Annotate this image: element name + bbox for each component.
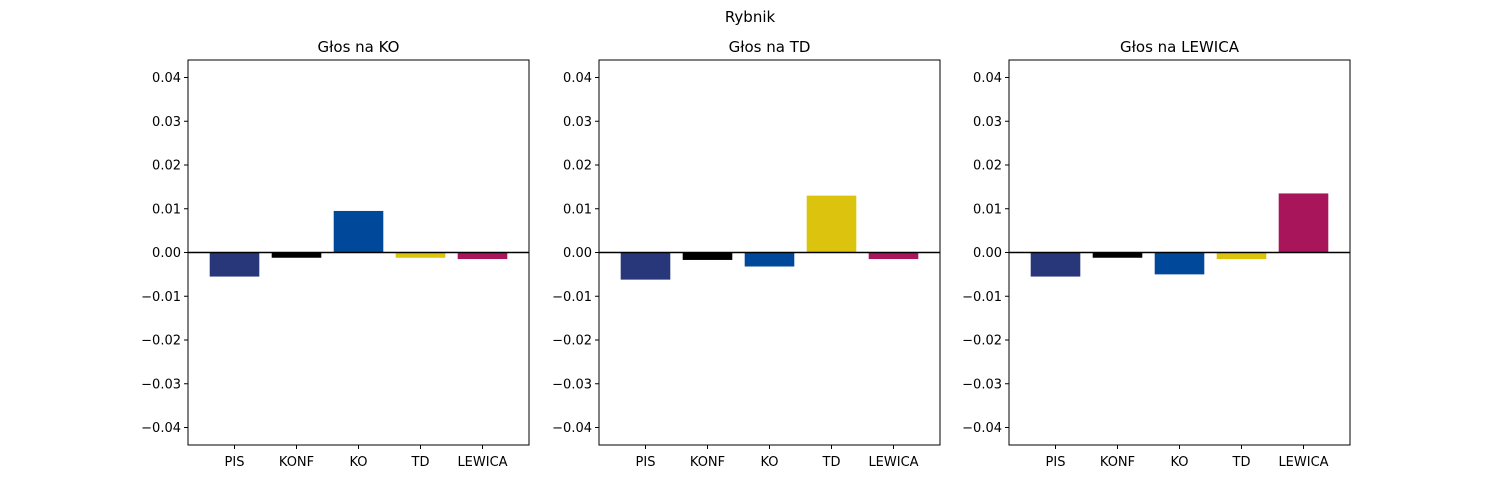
bar-konf [1092, 252, 1143, 258]
chart-title: Głos na LEWICA [1120, 38, 1240, 56]
y-tick-label: 0.01 [973, 202, 1002, 217]
chart-panel-3: Głos na LEWICA −0.04 −0.03 −0.02 −0.01 0.00 0.… [962, 38, 1351, 470]
bar-ko [333, 210, 384, 253]
y-tick-label: 0.04 [152, 71, 181, 86]
y-tick-label: −0.04 [141, 421, 181, 436]
bar-ko [1154, 252, 1205, 275]
bar-td [806, 195, 857, 253]
x-tick-label-ko: KO [760, 455, 778, 470]
y-tick-label: 0.03 [563, 115, 592, 130]
x-tick-label-ko: KO [1170, 455, 1188, 470]
y-tick-label: 0.04 [973, 71, 1002, 86]
chart-title: Głos na TD [729, 38, 811, 56]
y-tick-label: 0.00 [152, 246, 181, 261]
x-tick-label-konf: KONF [279, 455, 314, 470]
y-tick-label: 0.02 [563, 159, 592, 174]
chart-panel-2: Głos na TD −0.04 −0.03 −0.02 −0.01 0.00 0.01 0.… [552, 38, 941, 470]
y-tick-label: 0.04 [563, 71, 592, 86]
y-tick-label: −0.03 [552, 377, 592, 392]
y-tick-label: −0.04 [962, 421, 1002, 436]
bar-td [395, 252, 446, 258]
y-tick-label: 0.01 [152, 202, 181, 217]
chart-title: Głos na KO [318, 38, 400, 56]
y-tick-label: 0.03 [973, 115, 1002, 130]
y-tick-label: 0.02 [152, 159, 181, 174]
x-tick-label-lewica: LEWICA [1278, 455, 1328, 470]
y-tick-label: −0.01 [962, 290, 1002, 305]
y-tick-label: −0.04 [552, 421, 592, 436]
y-tick-label: −0.01 [552, 290, 592, 305]
x-tick-label-konf: KONF [1100, 455, 1135, 470]
x-tick-label-konf: KONF [690, 455, 725, 470]
bar-td [1216, 252, 1267, 260]
panels: Głos na KO −0.04 −0.03 −0.02 −0.01 0.00 0.01 0.… [141, 38, 1351, 470]
bar-lewica [457, 252, 508, 260]
bar-pis [1030, 252, 1081, 277]
x-tick-label-pis: PIS [1046, 455, 1066, 470]
x-tick-label-pis: PIS [225, 455, 245, 470]
bar-ko [744, 252, 795, 267]
y-tick-label: 0.00 [973, 246, 1002, 261]
x-tick-label-td: TD [822, 455, 841, 470]
chart-panel-1: Głos na KO −0.04 −0.03 −0.02 −0.01 0.00 0.01 0.… [141, 38, 530, 470]
x-tick-label-td: TD [1232, 455, 1251, 470]
y-tick-label: −0.02 [141, 334, 181, 349]
y-tick-label: 0.00 [563, 246, 592, 261]
x-tick-label-td: TD [411, 455, 430, 470]
bar-lewica [868, 252, 919, 260]
bar-pis [209, 252, 260, 277]
bar-konf [271, 252, 322, 258]
y-tick-label: −0.02 [552, 334, 592, 349]
figure-title: Rybnik [725, 8, 776, 26]
bar-lewica [1278, 193, 1329, 253]
y-tick-label: 0.03 [152, 115, 181, 130]
x-tick-label-ko: KO [349, 455, 367, 470]
y-tick-label: −0.03 [141, 377, 181, 392]
bar-pis [620, 252, 671, 280]
y-tick-label: 0.01 [563, 202, 592, 217]
x-tick-label-lewica: LEWICA [868, 455, 918, 470]
x-tick-label-lewica: LEWICA [457, 455, 507, 470]
x-tick-label-pis: PIS [636, 455, 656, 470]
bar-konf [682, 252, 733, 260]
y-tick-label: −0.03 [962, 377, 1002, 392]
y-tick-label: 0.02 [973, 159, 1002, 174]
y-tick-label: −0.02 [962, 334, 1002, 349]
y-tick-label: −0.01 [141, 290, 181, 305]
